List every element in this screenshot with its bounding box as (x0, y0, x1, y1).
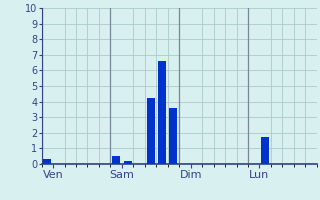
Bar (147, 98, 155, 164)
Bar (43, 159, 51, 164)
Bar (112, 156, 120, 164)
Bar (170, 108, 178, 164)
Bar (124, 161, 132, 164)
Bar (158, 61, 166, 164)
Bar (261, 137, 269, 164)
